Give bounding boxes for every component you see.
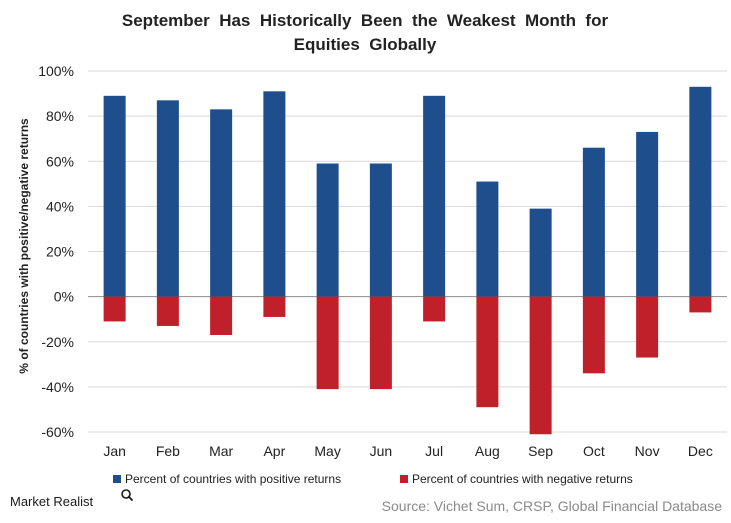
y-tick-label: -20% (41, 334, 74, 350)
chart-title-line-1: September Has Historically Been the Weak… (122, 11, 609, 30)
y-tick-label: 40% (46, 198, 74, 214)
bar-positive (636, 131, 659, 297)
bar-negative (156, 296, 179, 326)
magnifier-icon (121, 489, 133, 501)
y-tick-label: 80% (46, 108, 74, 124)
bar-positive (210, 109, 233, 297)
x-tick-label: Feb (156, 443, 180, 459)
y-axis-label: % of countries with positive/negative re… (17, 118, 31, 374)
bar-negative (476, 296, 499, 408)
x-tick-label: Apr (263, 443, 285, 459)
footer: Market Realist Source: Vichet Sum, CRSP,… (10, 489, 723, 514)
source-note: Source: Vichet Sum, CRSP, Global Financi… (382, 498, 723, 514)
legend-label: Percent of countries with negative retur… (412, 472, 633, 486)
chart-title: September Has Historically Been the Weak… (122, 11, 609, 54)
bar-positive (582, 147, 605, 297)
bars (103, 86, 712, 435)
legend-swatch (400, 475, 408, 483)
bar-negative (689, 296, 712, 313)
bar-negative (369, 296, 392, 390)
bar-positive (476, 181, 499, 297)
bar-positive (103, 95, 126, 297)
x-tick-label: Jan (103, 443, 126, 459)
bar-negative (263, 296, 286, 317)
x-tick-label: Nov (635, 443, 660, 459)
bar-negative (582, 296, 605, 374)
legend: Percent of countries with positive retur… (113, 472, 633, 486)
chart-title-line-2: Equities Globally (294, 35, 437, 54)
y-tick-label: 20% (46, 244, 74, 260)
bar-negative (210, 296, 233, 335)
bar-positive (423, 95, 446, 297)
y-tick-label: 100% (38, 63, 74, 79)
bar-positive (156, 100, 179, 297)
gridlines (88, 70, 727, 433)
brand-logo-text: Market Realist (10, 494, 93, 509)
bar-negative (316, 296, 339, 390)
legend-swatch (113, 475, 121, 483)
bar-positive (369, 163, 392, 297)
bar-negative (423, 296, 446, 322)
bar-positive (689, 86, 712, 297)
bar-positive (316, 163, 339, 297)
y-tick-label: -60% (41, 424, 74, 440)
x-tick-labels: Jan Feb Mar Apr May Jun Jul Aug Sep Oct Nov Dec (103, 443, 712, 459)
x-tick-label: Jun (370, 443, 393, 459)
x-tick-label: Aug (475, 443, 500, 459)
legend-label: Percent of countries with positive retur… (125, 472, 341, 486)
x-tick-label: Oct (583, 443, 605, 459)
y-tick-labels: -60% -40% -20% 0% 20% 40% 60% 80% 100% (38, 63, 74, 440)
bar-negative (636, 296, 659, 358)
x-tick-label: May (314, 443, 340, 459)
bar-negative (529, 296, 552, 435)
y-tick-label: 0% (54, 289, 74, 305)
x-tick-label: Mar (209, 443, 233, 459)
bar-positive (263, 91, 286, 297)
y-tick-label: -40% (41, 379, 74, 395)
x-tick-label: Sep (528, 443, 553, 459)
x-tick-label: Jul (425, 443, 443, 459)
y-tick-label: 60% (46, 153, 74, 169)
x-tick-label: Dec (688, 443, 713, 459)
bar-negative (103, 296, 126, 322)
bar-positive (529, 208, 552, 297)
